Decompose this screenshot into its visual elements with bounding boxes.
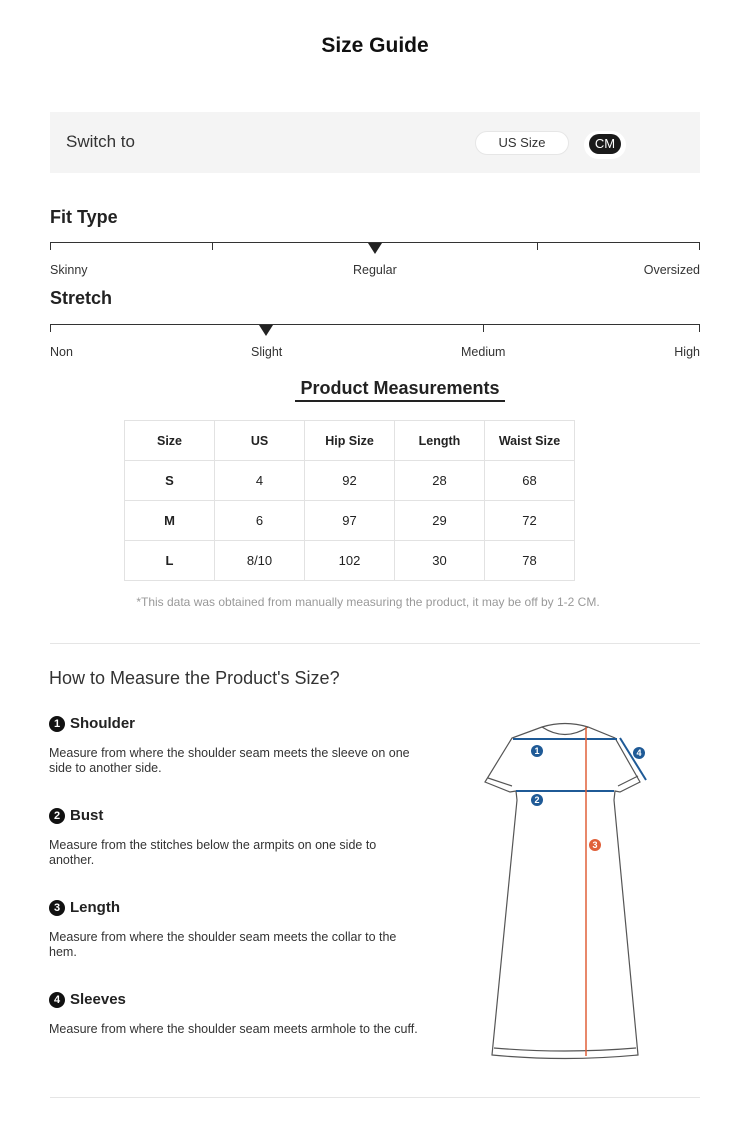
number-1-icon: 1 [49,715,65,732]
number-2-icon: 2 [49,807,65,824]
table-row: M 6 97 29 72 [124,500,575,541]
cm-button[interactable]: CM [584,131,626,159]
marker-1-icon: 1 [531,745,543,757]
cm-label: CM [589,134,621,154]
table-header-row: Size US Hip Size Length Waist Size [124,420,575,461]
dress-diagram: 1 2 3 4 [484,722,647,1060]
fit-label-regular: Regular [353,263,397,277]
stretch-label-non: Non [50,345,73,359]
fit-label-oversized: Oversized [643,263,700,277]
fit-type-marker [368,243,382,254]
measure-item-bust: 2 Bust Measure from the stitches below th… [49,807,377,867]
fit-type-scale [50,242,700,254]
marker-4-icon: 4 [633,747,645,759]
number-4-icon: 4 [49,991,65,1008]
measurements-table: Size US Hip Size Length Waist Size S 4 92 28 68 … [124,420,575,581]
fit-label-skinny: Skinny [50,263,88,277]
fit-type-title: Fit Type [50,207,118,227]
marker-2-icon: 2 [531,794,543,806]
svg-text:4: 4 [636,748,641,758]
measure-item-shoulder: 1 Shoulder Measure from where the shoulde… [49,715,410,775]
us-size-button[interactable]: US Size [475,131,569,155]
table-row: S 4 92 28 68 [124,460,575,501]
measurement-note: *This data was obtained from manually me… [136,595,600,609]
stretch-scale [50,324,700,336]
measurements-title: Product Measurements [300,378,500,398]
stretch-title: Stretch [50,288,113,308]
svg-text:1: 1 [534,746,539,756]
page-title: Size Guide [321,34,429,57]
stretch-label-slight: Slight [251,345,283,359]
unit-switch-bar: Switch to US Size CM [50,112,700,173]
switch-label: Switch to [66,132,135,151]
measure-item-sleeves: 4 Sleeves Measure from where the shoulder… [49,991,418,1036]
svg-text:3: 3 [592,840,597,850]
number-3-icon: 3 [49,899,65,916]
title-underline [295,400,505,402]
svg-text:2: 2 [534,795,539,805]
measure-item-length: 3 Length Measure from where the shoulder … [49,899,397,959]
how-to-measure-title: How to Measure the Product's Size? [49,668,340,688]
table-row: L 8/10 102 30 78 [124,540,575,581]
divider [50,643,700,644]
stretch-label-medium: Medium [461,345,506,359]
marker-3-icon: 3 [589,839,601,851]
stretch-marker [259,325,273,336]
divider [50,1097,700,1098]
stretch-label-high: High [674,345,700,359]
